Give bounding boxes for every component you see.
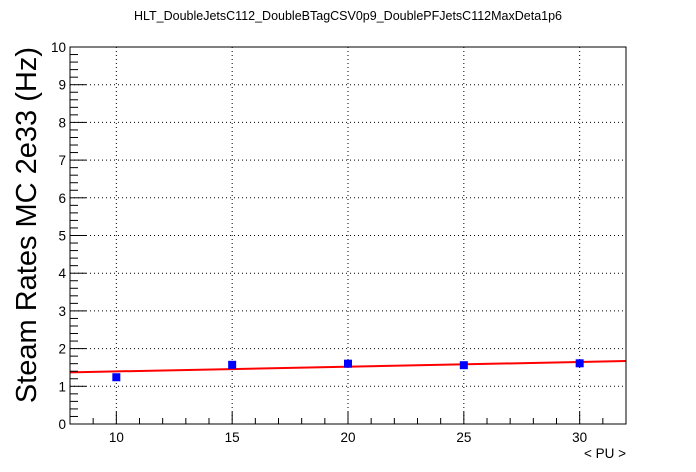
x-tick-label: 15 [225, 430, 240, 445]
data-point [575, 359, 584, 368]
x-tick-label: 20 [340, 430, 355, 445]
x-tick-label: 30 [572, 430, 587, 445]
chart-title: HLT_DoubleJetsC112_DoubleBTagCSV0p9_Doub… [134, 9, 562, 23]
x-tick-label: 10 [109, 430, 124, 445]
axes: 10 15 20 25 30 0 1 2 3 4 5 6 7 8 9 10 [51, 40, 627, 445]
data-point [459, 361, 468, 370]
y-tick-label: 0 [58, 417, 66, 432]
y-tick-label: 6 [58, 191, 66, 206]
y-tick-label: 9 [58, 78, 66, 93]
grid [70, 47, 626, 424]
y-tick-label: 4 [58, 266, 66, 281]
y-tick-label: 7 [58, 153, 66, 168]
y-tick-label: 8 [58, 115, 66, 130]
data-point [344, 359, 352, 368]
x-axis-label: < PU > [584, 446, 626, 461]
data-point [228, 360, 237, 369]
y-tick-label: 5 [58, 229, 66, 244]
y-axis-label: Steam Rates MC 2e33 (Hz) [11, 47, 43, 403]
y-tick-label: 3 [58, 304, 66, 319]
data-point [112, 373, 121, 382]
data-points [112, 359, 584, 382]
y-tick-label: 2 [58, 342, 66, 357]
y-tick-label: 1 [58, 379, 66, 394]
x-tick-label: 25 [456, 430, 471, 445]
y-tick-label: 10 [51, 40, 66, 55]
